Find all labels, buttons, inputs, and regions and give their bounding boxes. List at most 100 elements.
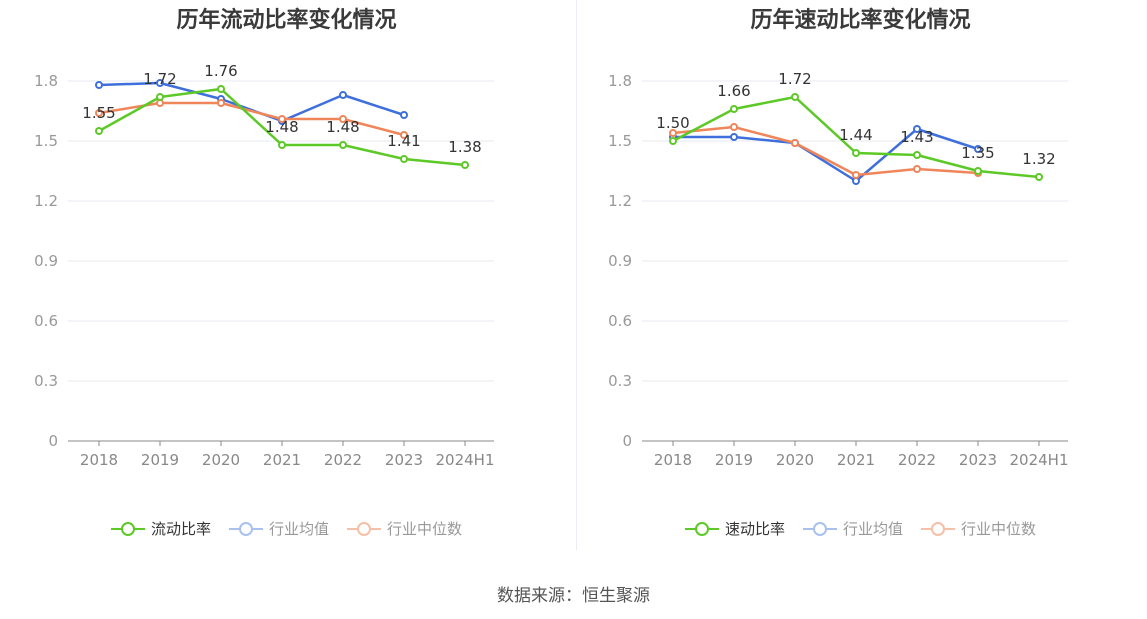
series-line xyxy=(98,101,405,137)
data-label: 1.72 xyxy=(778,70,811,88)
chart-title: 历年流动比率变化情况 xyxy=(176,8,397,33)
legend-swatch-part xyxy=(931,521,945,536)
current-ratio-plot: 0 0.3 0.6 0.9 1.2 1.5 1.8 2018 2019 2020 2021 2022 2… xyxy=(34,62,495,469)
x-tick-label: 2024H1 xyxy=(1010,451,1069,469)
current-ratio-chart: 历年流动比率变化情况 0 0.3 0.6 0.9 1.2 1.5 1.8 2018 2019 20… xyxy=(0,0,573,560)
legend-swatch xyxy=(802,521,837,537)
data-label: 1.41 xyxy=(387,132,420,150)
chart-title: 历年速动比率变化情况 xyxy=(750,8,971,33)
data-point xyxy=(339,141,347,149)
data-point xyxy=(791,139,799,147)
data-point xyxy=(730,133,738,141)
data-point xyxy=(913,151,921,159)
legend-label: 行业中位数 xyxy=(387,520,463,538)
data-point xyxy=(400,111,408,119)
legend-item[interactable]: 行业均值 xyxy=(228,518,329,539)
x-tick-label: 2021 xyxy=(263,451,301,469)
quick-ratio-chart: 历年速动比率变化情况 0 0.3 0.6 0.9 1.2 1.5 1.8 2018 2019 20… xyxy=(574,0,1147,560)
y-tick-label: 0 xyxy=(48,432,58,450)
y-tick-label: 1.2 xyxy=(608,192,632,210)
legend-swatch-part xyxy=(238,521,253,536)
chart-legend: 流动比率 行业均值 行业中位数 xyxy=(0,518,573,539)
data-point xyxy=(791,93,799,101)
data-point xyxy=(669,129,677,137)
series-line xyxy=(98,81,405,123)
data-point xyxy=(461,161,469,169)
x-tick-label: 2022 xyxy=(324,451,362,469)
x-tick-label: 2021 xyxy=(837,451,875,469)
panel-divider xyxy=(576,0,577,550)
data-point xyxy=(974,145,982,153)
data-point xyxy=(339,115,347,123)
data-point xyxy=(156,79,164,87)
chart-legend: 速动比率 行业均值 行业中位数 xyxy=(574,518,1147,539)
legend-swatch xyxy=(347,521,381,537)
legend-item[interactable]: 速动比率 xyxy=(684,518,785,539)
data-label: 1.48 xyxy=(265,118,298,136)
data-point xyxy=(95,81,103,89)
y-tick-label: 0.6 xyxy=(34,312,58,330)
data-point xyxy=(913,125,921,133)
data-point xyxy=(95,109,103,117)
legend-swatch xyxy=(228,521,263,537)
x-tick-label: 2018 xyxy=(654,451,692,469)
y-tick-label: 0.9 xyxy=(34,252,58,270)
data-point xyxy=(400,131,408,139)
x-tick-label: 2019 xyxy=(715,451,753,469)
data-point xyxy=(217,99,225,107)
legend-swatch xyxy=(921,521,955,537)
legend-swatch-part xyxy=(357,521,371,536)
data-label: 1.50 xyxy=(656,114,689,132)
y-tick-label: 1.8 xyxy=(608,72,632,90)
y-tick-label: 0.3 xyxy=(34,372,58,390)
data-point xyxy=(669,137,677,145)
data-point xyxy=(278,141,286,149)
data-label: 1.44 xyxy=(839,126,872,144)
legend-label: 行业中位数 xyxy=(961,520,1037,538)
data-source-note: 数据来源：恒生聚源 xyxy=(497,586,650,606)
data-point xyxy=(852,149,860,157)
legend-label: 流动比率 xyxy=(150,520,211,538)
legend-item[interactable]: 行业中位数 xyxy=(347,518,462,539)
data-point xyxy=(217,85,225,93)
x-tick-label: 2019 xyxy=(141,451,179,469)
quick-ratio-plot: 0 0.3 0.6 0.9 1.2 1.5 1.8 2018 2019 2020 2021 2022 2… xyxy=(608,70,1069,469)
legend-item[interactable]: 流动比率 xyxy=(110,518,211,539)
legend-swatch-part xyxy=(120,521,135,536)
y-tick-label: 0.6 xyxy=(608,312,632,330)
legend-swatch xyxy=(684,521,719,537)
data-label: 1.48 xyxy=(326,118,359,136)
data-point xyxy=(339,91,347,99)
legend-label: 速动比率 xyxy=(724,520,785,538)
y-tick-label: 0.9 xyxy=(608,252,632,270)
data-point xyxy=(730,123,738,131)
y-tick-label: 0 xyxy=(622,432,632,450)
legend-item[interactable]: 行业均值 xyxy=(802,518,903,539)
data-label: 1.72 xyxy=(143,70,176,88)
data-label: 1.38 xyxy=(448,138,481,156)
data-point xyxy=(400,155,408,163)
y-tick-label: 0.3 xyxy=(608,372,632,390)
y-tick-label: 1.8 xyxy=(34,72,58,90)
y-tick-label: 1.5 xyxy=(34,132,58,150)
data-label: 1.76 xyxy=(204,62,237,80)
legend-label: 行业均值 xyxy=(268,520,329,538)
data-label: 1.32 xyxy=(1022,150,1055,168)
series-line xyxy=(672,125,979,177)
data-point xyxy=(278,115,286,123)
y-tick-label: 1.5 xyxy=(608,132,632,150)
legend-swatch-part xyxy=(694,521,709,536)
series-line xyxy=(673,127,979,183)
legend-item[interactable]: 行业中位数 xyxy=(921,518,1036,539)
data-point xyxy=(1035,173,1043,181)
data-label: 1.66 xyxy=(717,82,750,100)
data-label: 1.35 xyxy=(961,144,994,162)
x-tick-label: 2020 xyxy=(202,451,240,469)
data-point xyxy=(95,127,103,135)
legend-swatch xyxy=(110,521,145,537)
data-label: 1.55 xyxy=(82,104,115,122)
x-tick-label: 2024H1 xyxy=(436,451,495,469)
y-tick-label: 1.2 xyxy=(34,192,58,210)
x-tick-label: 2023 xyxy=(385,451,423,469)
data-point xyxy=(156,93,164,101)
